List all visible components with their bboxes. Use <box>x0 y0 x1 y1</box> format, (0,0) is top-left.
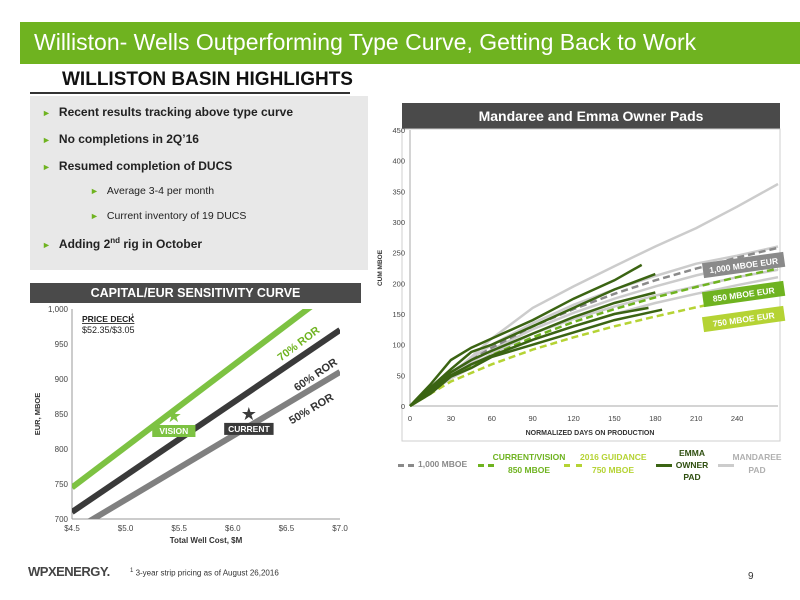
x-tick-label: $7.0 <box>332 524 348 533</box>
x-tick-label: 210 <box>690 414 703 423</box>
legend-swatch <box>656 464 672 467</box>
sub-bullet-item: ► Average 3-4 per month <box>90 185 215 197</box>
point-label-bg <box>224 422 274 435</box>
y-tick-label: 0 <box>401 402 405 411</box>
legend-swatch <box>398 464 414 467</box>
x-tick-label: 30 <box>447 414 455 423</box>
x-tick-label: 120 <box>567 414 580 423</box>
legend-swatch <box>718 464 734 467</box>
type-curve-line <box>409 267 779 408</box>
bullet-item: ► Adding 2nd rig in October <box>42 236 203 251</box>
legend-swatch <box>564 464 582 467</box>
ror-line <box>72 327 340 515</box>
highlights-panel <box>30 96 368 270</box>
x-tick-label: 60 <box>488 414 496 423</box>
page-number: 9 <box>748 571 754 582</box>
y-tick-label: 250 <box>392 249 405 258</box>
legend-swatch <box>478 464 494 467</box>
y-tick-label: 50 <box>397 371 405 380</box>
point-label: VISION <box>159 426 188 436</box>
emma-well-line <box>409 291 656 407</box>
arrow-bullet-icon: ► <box>42 135 51 145</box>
y-tick-label: 1,000 <box>48 305 69 314</box>
sensitivity-chart-title: CAPITAL/EUR SENSITIVITY CURVE <box>30 283 361 303</box>
legend-mandaree-pad: MANDAREE PAD <box>732 452 782 475</box>
pads-chart-frame <box>401 128 781 442</box>
arrow-bullet-icon: ► <box>90 186 99 196</box>
mandaree-well-line <box>409 182 779 407</box>
x-tick-label: $5.5 <box>171 524 187 533</box>
x-axis-title: NORMALIZED DAYS ON PRODUCTION <box>526 430 655 437</box>
arrow-bullet-icon: ► <box>42 162 51 172</box>
y-tick-label: 750 <box>55 480 69 489</box>
price-deck-sup: 1 <box>131 314 135 320</box>
pads-chart-title: Mandaree and Emma Owner Pads <box>402 103 780 129</box>
y-tick-label: 700 <box>55 515 69 524</box>
type-curve-tag-bg <box>701 251 786 279</box>
heading-divider <box>30 92 350 94</box>
mandaree-well-line <box>409 245 779 407</box>
arrow-bullet-icon: ► <box>42 108 51 118</box>
emma-well-line <box>409 308 663 408</box>
y-axis-title: CUM MBOE <box>377 249 384 286</box>
x-tick-label: 180 <box>649 414 662 423</box>
company-logo: WPXENERGY. <box>28 564 110 579</box>
arrow-bullet-icon: ► <box>90 211 99 221</box>
emma-well-line <box>409 272 656 407</box>
y-tick-label: 850 <box>55 410 69 419</box>
y-tick-label: 150 <box>392 310 405 319</box>
y-tick-label: 400 <box>392 157 405 166</box>
sub-bullet-item: ► Current inventory of 19 DUCS <box>90 210 247 222</box>
star-icon: ★ <box>166 406 182 426</box>
y-tick-label: 200 <box>392 279 405 288</box>
y-tick-label: 300 <box>392 218 405 227</box>
x-tick-label: $6.0 <box>225 524 241 533</box>
price-deck-value: $52.35/$3.05 <box>82 325 135 335</box>
star-icon: ★ <box>241 404 257 424</box>
price-deck-label: PRICE DECK <box>82 314 135 324</box>
legend-750-mboe: 2016 GUIDANCE 750 MBOE <box>580 452 647 475</box>
bullet-item: ► Resumed completion of DUCS <box>42 159 233 173</box>
x-tick-label: 150 <box>608 414 621 423</box>
x-tick-label: $4.5 <box>64 524 80 533</box>
x-tick-label: 240 <box>731 414 744 423</box>
type-curve-tag-bg <box>701 305 786 333</box>
slide-title: Williston- Wells Outperforming Type Curv… <box>34 29 697 55</box>
emma-well-line <box>409 263 643 407</box>
type-curve-tag-bg <box>701 280 786 308</box>
arrow-bullet-icon: ► <box>42 240 51 250</box>
bullet-item: ► No completions in 2Q’16 <box>42 132 199 146</box>
legend-850-mboe: CURRENT/VISION 850 MBOE <box>492 452 566 475</box>
ror-line <box>72 309 313 490</box>
point-label: CURRENT <box>228 424 270 434</box>
bullet-item: ► Recent results tracking above type curv… <box>42 105 294 119</box>
type-curve-line <box>409 289 779 408</box>
type-curve-tag: 850 MBOE EUR <box>701 280 786 308</box>
y-tick-label: 100 <box>392 341 405 350</box>
y-tick-label: 800 <box>55 445 69 454</box>
legend-emma-owner-pad: EMMA OWNER PAD <box>675 448 709 482</box>
y-tick-label: 950 <box>55 340 69 349</box>
y-tick-label: 450 <box>392 126 405 135</box>
highlights-heading: WILLISTON BASIN HIGHLIGHTS <box>62 69 353 90</box>
x-axis-title: Total Well Cost, $M <box>170 536 243 545</box>
legend-1000-mboe: 1,000 MBOE <box>418 459 468 469</box>
x-tick-label: 0 <box>408 414 412 423</box>
y-axis-title: EUR, MBOE <box>33 393 42 436</box>
type-curve-tag: 750 MBOE EUR <box>701 305 786 333</box>
x-tick-label: 90 <box>528 414 536 423</box>
y-tick-label: 900 <box>55 375 69 384</box>
title-bar: Williston- Wells Outperforming Type Curv… <box>20 22 800 64</box>
x-tick-label: $6.5 <box>279 524 295 533</box>
footnote: 1 3-year strip pricing as of August 26,2… <box>130 568 279 578</box>
ror-line <box>87 369 340 519</box>
x-tick-label: $5.0 <box>118 524 134 533</box>
y-tick-label: 350 <box>392 187 405 196</box>
point-label-bg <box>152 425 196 437</box>
